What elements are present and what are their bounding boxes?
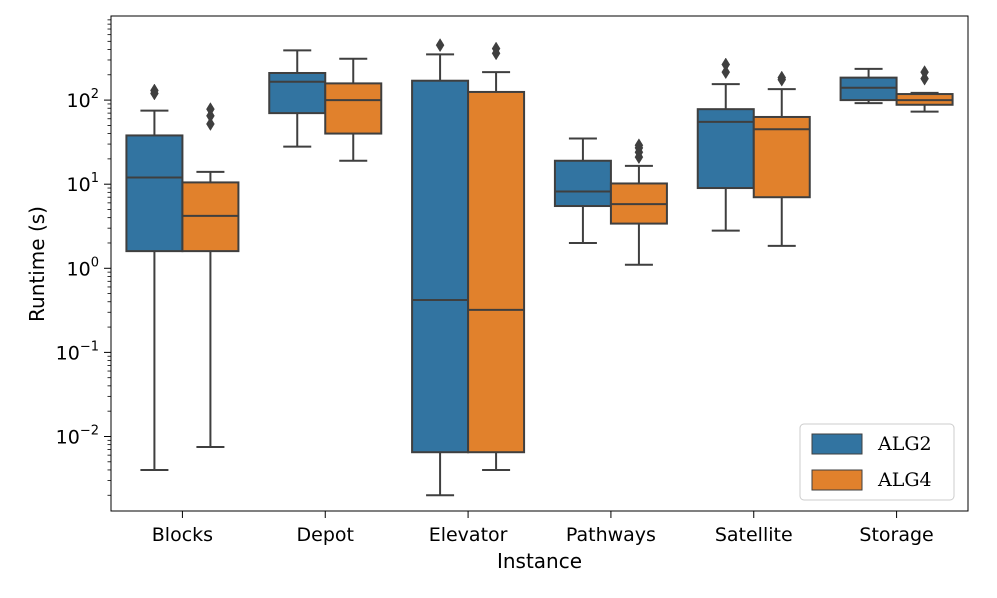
legend-label-alg2: ALG2 bbox=[877, 433, 932, 455]
box-iqr bbox=[324, 82, 383, 135]
legend: ALG2 ALG4 bbox=[799, 423, 955, 501]
box-alg4-pathways bbox=[609, 138, 668, 266]
flier-point bbox=[206, 102, 215, 117]
box-iqr bbox=[411, 79, 470, 454]
box-alg4-elevator bbox=[467, 41, 526, 471]
flier-point bbox=[435, 38, 445, 53]
legend-swatch-alg2 bbox=[811, 433, 863, 455]
flier-point bbox=[721, 57, 731, 72]
y-axis-label: Runtime (s) bbox=[25, 206, 49, 322]
x-tick-label: Blocks bbox=[152, 524, 213, 546]
box-iqr bbox=[839, 76, 898, 102]
legend-swatch-alg4 bbox=[811, 469, 863, 491]
y-tick-label: 102 bbox=[67, 87, 99, 112]
x-tick-label: Satellite bbox=[715, 524, 793, 546]
flier-point bbox=[206, 117, 215, 131]
box-iqr bbox=[268, 71, 327, 115]
box-alg2-pathways bbox=[553, 137, 612, 244]
x-tick-label: Elevator bbox=[429, 524, 508, 546]
y-minor-ticks bbox=[107, 19, 111, 496]
box-iqr bbox=[467, 90, 526, 454]
x-tick-label: Storage bbox=[859, 524, 933, 546]
box-iqr bbox=[125, 134, 184, 253]
flier-point bbox=[150, 83, 159, 98]
box-plot-series bbox=[125, 38, 954, 497]
box-alg4-storage bbox=[895, 65, 954, 113]
flier-point bbox=[721, 65, 731, 80]
y-tick-label: 100 bbox=[67, 255, 99, 280]
plot-frame bbox=[110, 15, 969, 512]
box-alg4-satellite bbox=[752, 70, 811, 247]
x-tick-label: Pathways bbox=[566, 524, 656, 546]
x-axis-label: Instance bbox=[497, 549, 582, 573]
box-alg2-satellite bbox=[696, 57, 755, 232]
y-tick-label: 10−1 bbox=[56, 339, 99, 364]
box-alg4-blocks bbox=[181, 102, 240, 448]
flier-point bbox=[920, 65, 929, 80]
box-alg2-blocks bbox=[125, 83, 184, 471]
box-alg2-storage bbox=[839, 67, 898, 105]
x-axis-ticks: Blocks Depot Elevator Pathways Satellite Stor… bbox=[152, 511, 934, 546]
y-tick-label: 101 bbox=[67, 171, 99, 196]
flier-point bbox=[634, 138, 644, 153]
flier-point bbox=[491, 41, 501, 56]
x-tick-label: Depot bbox=[297, 524, 354, 546]
y-major-ticks: 10−2 10−1 100 101 102 bbox=[56, 87, 111, 448]
y-tick-label: 10−2 bbox=[56, 423, 99, 448]
box-alg2-elevator bbox=[411, 38, 470, 497]
box-iqr bbox=[553, 159, 612, 208]
box-iqr bbox=[752, 115, 811, 199]
legend-label-alg4: ALG4 bbox=[877, 469, 932, 491]
box-alg4-depot bbox=[324, 57, 383, 162]
flier-point bbox=[777, 70, 787, 85]
